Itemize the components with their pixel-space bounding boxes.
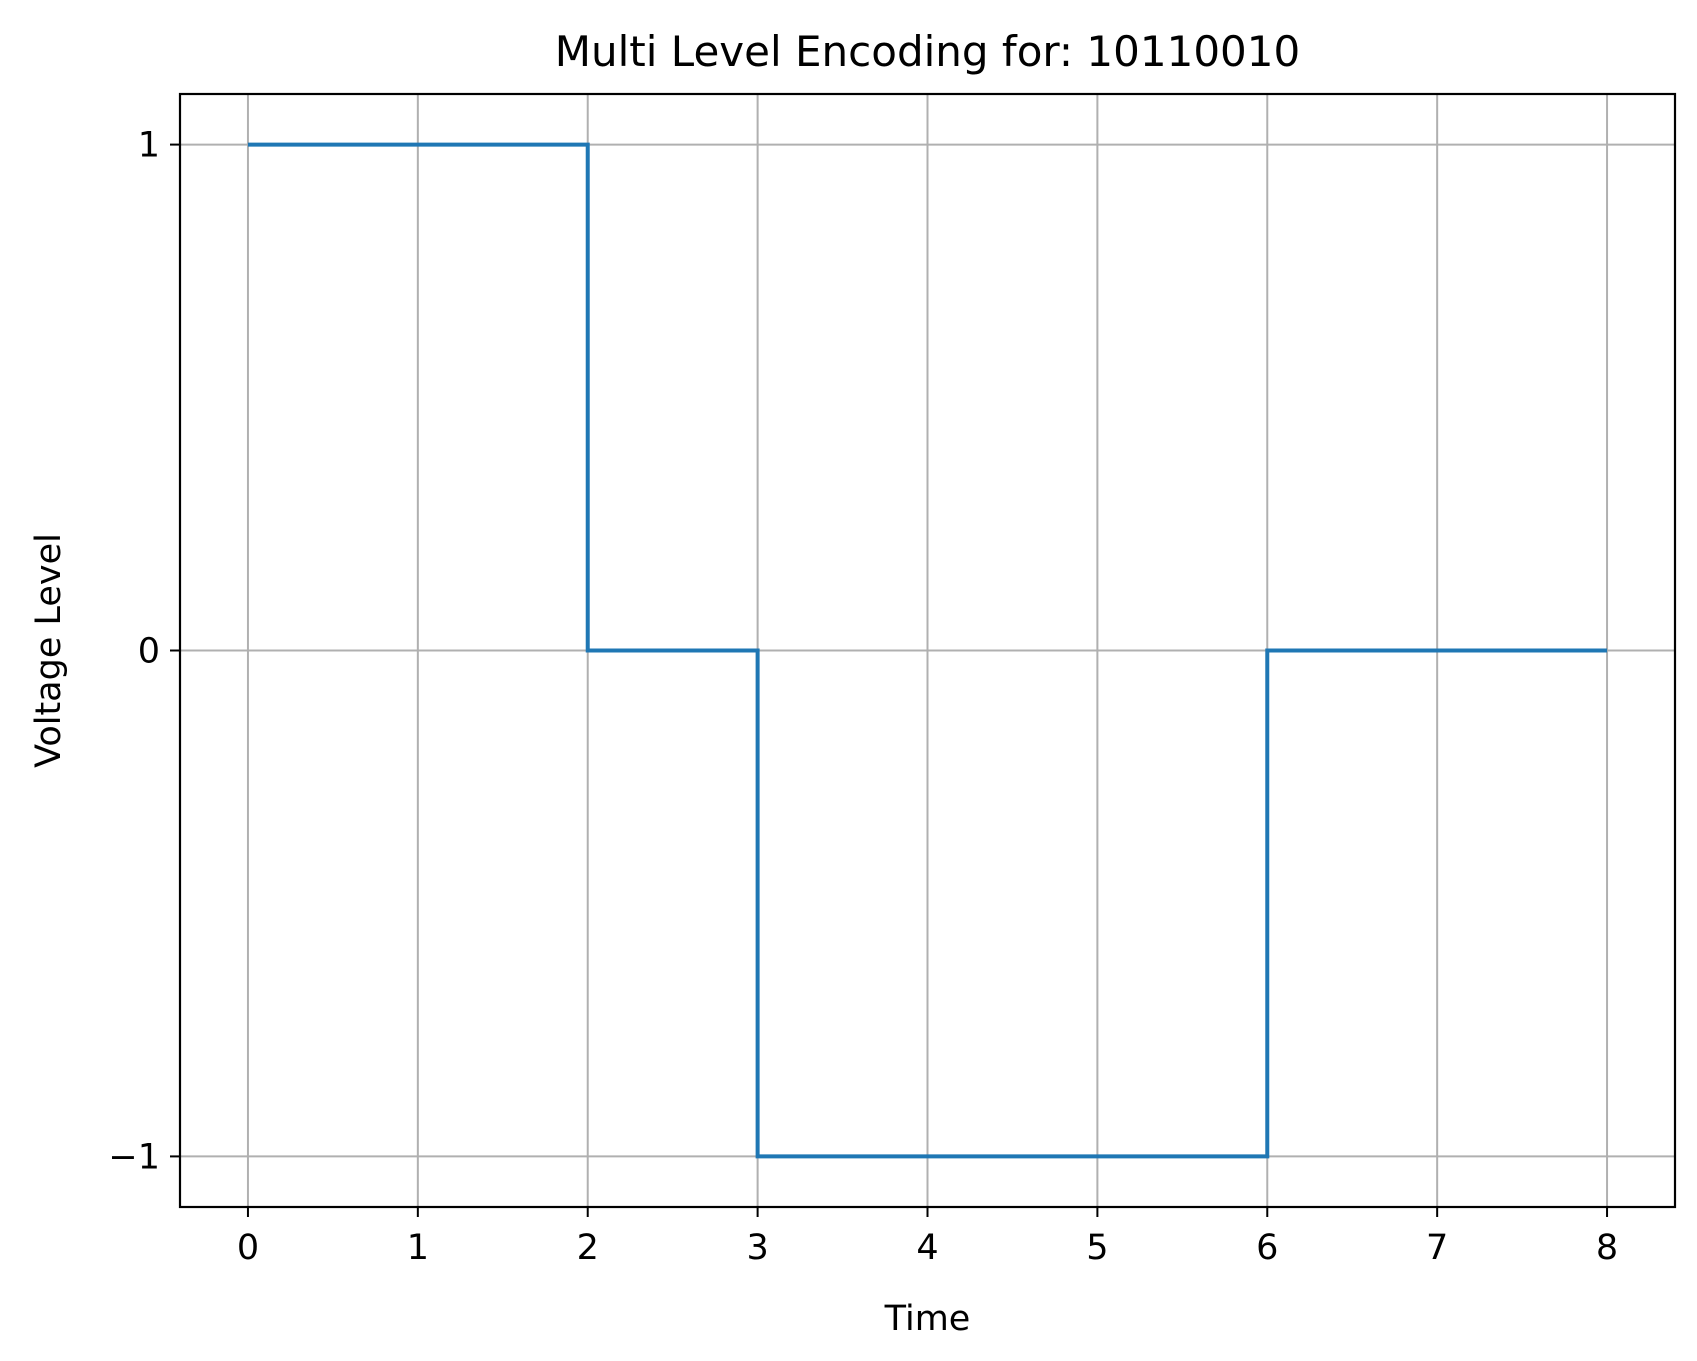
x-tick-label-6: 6	[1256, 1228, 1278, 1268]
y-tick-label-2: 1	[138, 126, 160, 166]
y-axis-label: Voltage Level	[29, 533, 69, 768]
y-tick-label-1: 0	[138, 632, 160, 672]
series-line-0	[247, 142, 1608, 1159]
x-tick-label-5: 5	[1086, 1228, 1108, 1268]
series-layer	[247, 142, 1608, 1159]
x-tick-label-4: 4	[916, 1228, 938, 1268]
x-tick-label-7: 7	[1426, 1228, 1448, 1268]
y-tick-label-0: −1	[108, 1137, 160, 1177]
x-tick-label-0: 0	[237, 1228, 259, 1268]
x-tick-label-3: 3	[746, 1228, 768, 1268]
chart-title: Multi Level Encoding for: 10110010	[555, 27, 1300, 76]
x-tick-label-1: 1	[407, 1228, 429, 1268]
x-tick-label-8: 8	[1596, 1228, 1618, 1268]
x-axis-label: Time	[884, 1299, 971, 1339]
x-tick-label-2: 2	[577, 1228, 599, 1268]
ticks: 0 1 2 3 4 5 6 7 8 −1 0 1	[108, 126, 1618, 1268]
